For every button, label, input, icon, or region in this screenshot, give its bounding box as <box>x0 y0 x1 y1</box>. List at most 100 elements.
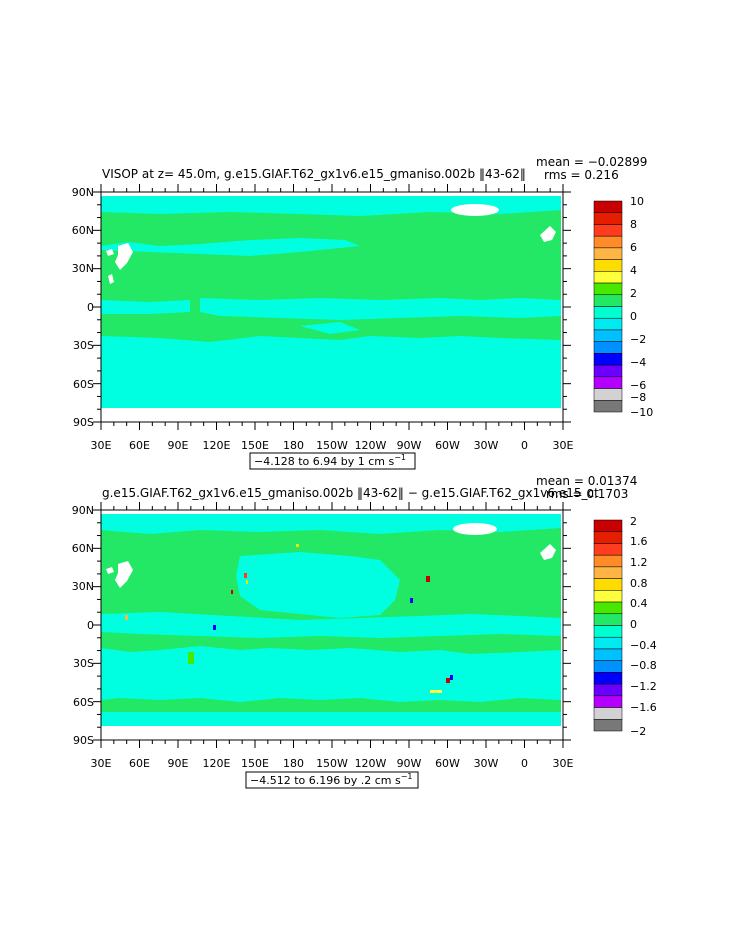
panel-1-x-tick-label: 60W <box>435 439 460 452</box>
panel-2-y-tick-label: 60N <box>72 542 94 555</box>
panel-2-x-tick-label: 120E <box>203 757 231 770</box>
panel-2-colorbar-label: 0.4 <box>630 597 648 610</box>
panel-1-x-tick-label: 30W <box>474 439 499 452</box>
colorbar-swatch <box>593 578 623 591</box>
panel-1-title: VISOP at z= 45.0m, g.e15.GIAF.T62_gx1v6.… <box>102 167 526 181</box>
panel-2-x-tick-label: 30W <box>474 757 499 770</box>
panel-2-anomaly-marks <box>125 544 453 693</box>
panel-2-x-tick-label: 30E <box>91 757 112 770</box>
panel-1-colorbar-label: 2 <box>630 287 637 300</box>
colorbar-swatch <box>593 636 623 650</box>
panel-2-x-tick-label: 30E <box>553 757 574 770</box>
panel-1-colorbar-label: −4 <box>630 356 646 369</box>
colorbar-swatch <box>593 566 623 579</box>
panel-1-x-tick-label: 90W <box>397 439 422 452</box>
panel-1-field <box>101 196 563 422</box>
colorbar-swatch <box>593 648 623 661</box>
panel-2-colorbar-label: 0.8 <box>630 577 648 590</box>
panel-2-x-tick-label: 60W <box>435 757 460 770</box>
panel-2-y-tick-label: 60S <box>73 696 94 709</box>
colorbar-swatch <box>593 719 623 732</box>
colorbar-swatch <box>593 695 623 708</box>
panel-1-rms: rms = 0.216 <box>544 168 619 182</box>
panel-2-x-tick-label: 0 <box>521 757 528 770</box>
panel-2-y-tick-label: 0 <box>87 619 94 632</box>
panel-1-x-tick-label: 90E <box>168 439 189 452</box>
panel-1-colorbar-labels: 10 8 6 4 2 0 −2 −4 −6 −8 −10 <box>630 195 653 419</box>
panel-1-x-tick-label: 30E <box>553 439 574 452</box>
panel-2-x-tick-label: 150W <box>316 757 348 770</box>
colorbar-swatch <box>593 707 623 720</box>
panel-1-colorbar-label: 6 <box>630 241 637 254</box>
panel-2-y-tick-labels: 90N 60N 30N 0 30S 60S 90S <box>72 504 94 747</box>
panel-1-y-tick-label: 0 <box>87 301 94 314</box>
panel-1-colorbar-label: 4 <box>630 264 637 277</box>
colorbar-swatch <box>593 212 623 225</box>
panel-2-x-tick-label: 120W <box>355 757 387 770</box>
panel-1-x-tick-label: 120W <box>355 439 387 452</box>
map-panel-2: g.e15.GIAF.T62_gx1v6.e15_gmaniso.002b ‖4… <box>72 474 657 789</box>
colorbar-swatch <box>593 613 623 626</box>
panel-2-y-tick-label: 90N <box>72 504 94 517</box>
panel-1-colorbar-label: 10 <box>630 195 644 208</box>
panel-1-x-tick-label: 150E <box>241 439 269 452</box>
colorbar-swatch <box>593 235 623 249</box>
panel-1-x-tick-label: 180 <box>283 439 304 452</box>
panel-2-range-text: −4.512 to 6.196 by .2 cm s <box>250 774 401 787</box>
panel-2-cyan-regions <box>101 514 561 726</box>
colorbar-swatch <box>593 306 623 319</box>
panel-2-colorbar-label: 1.2 <box>630 556 648 569</box>
colorbar-swatch <box>593 660 623 673</box>
panel-2-land <box>101 523 563 740</box>
panel-1-y-tick-labels: 90N 60N 30N 0 30S 60S 90S <box>72 186 94 429</box>
panel-2-title: g.e15.GIAF.T62_gx1v6.e15_gmaniso.002b ‖4… <box>102 486 599 500</box>
panel-2-field <box>101 514 563 740</box>
colorbar-swatch <box>593 271 623 284</box>
colorbar-swatch <box>593 353 623 366</box>
panel-2-colorbar-label: −0.8 <box>630 659 657 672</box>
panel-2-colorbar-labels: 2 1.6 1.2 0.8 0.4 0 −0.4 −0.8 −1.2 −1.6 … <box>630 515 657 738</box>
colorbar-swatch <box>593 601 623 615</box>
panel-2-colorbar-label: −2 <box>630 725 646 738</box>
colorbar-swatch <box>593 200 623 213</box>
panel-2-rms: rms = 0.1703 <box>546 487 628 501</box>
panel-1-land <box>101 204 563 422</box>
panel-2-y-tick-label: 90S <box>73 734 94 747</box>
panel-2-colorbar-label: 0 <box>630 618 637 631</box>
panel-1-colorbar-label: −2 <box>630 333 646 346</box>
panel-2-y-tick-label: 30S <box>73 657 94 670</box>
panel-2-colorbar-label: −0.4 <box>630 639 657 652</box>
colorbar-swatch <box>593 317 623 331</box>
panel-1-colorbar-label: 8 <box>630 218 637 231</box>
panel-2-range-unit-exponent: −1 <box>401 772 413 781</box>
panel-1-y-tick-label: 30S <box>73 339 94 352</box>
panel-1-range-box <box>249 452 416 470</box>
colorbar-swatch <box>593 247 623 260</box>
colorbar-swatch <box>593 554 623 568</box>
panel-1-colorbar-label: 0 <box>630 310 637 323</box>
panel-1-mean: mean = −0.02899 <box>536 155 647 169</box>
colorbar-swatch <box>593 294 623 307</box>
panel-1-x-tick-label: 120E <box>203 439 231 452</box>
colorbar-swatch <box>593 543 623 556</box>
panel-1-x-tick-labels: 30E 60E 90E 120E 150E 180 150W 120W 90W … <box>91 439 574 452</box>
panel-2-colorbar-label: 1.6 <box>630 535 648 548</box>
panel-1-colorbar-label: −8 <box>630 391 646 404</box>
panel-1-y-tick-label: 90N <box>72 186 94 199</box>
panel-1-y-tick-label: 30N <box>72 262 94 275</box>
colorbar-swatch <box>593 224 623 237</box>
panel-1-x-tick-label: 60E <box>129 439 150 452</box>
panel-1-colorbar-label: −10 <box>630 406 653 419</box>
panel-2-mean: mean = 0.01374 <box>536 474 637 488</box>
panel-2-colorbar-label: −1.2 <box>630 680 657 693</box>
panel-2-y-tick-label: 30N <box>72 580 94 593</box>
colorbar-swatch <box>593 625 623 638</box>
colorbar-swatch <box>593 259 623 272</box>
colorbar-swatch <box>593 400 623 413</box>
panel-2-x-tick-label: 60E <box>129 757 150 770</box>
panel-1-y-tick-label: 60N <box>72 224 94 237</box>
colorbar-swatch <box>593 388 623 401</box>
panel-2-x-tick-label: 90W <box>397 757 422 770</box>
panel-1-y-tick-label: 60S <box>73 378 94 391</box>
panel-2-colorbar-label: 2 <box>630 515 637 528</box>
